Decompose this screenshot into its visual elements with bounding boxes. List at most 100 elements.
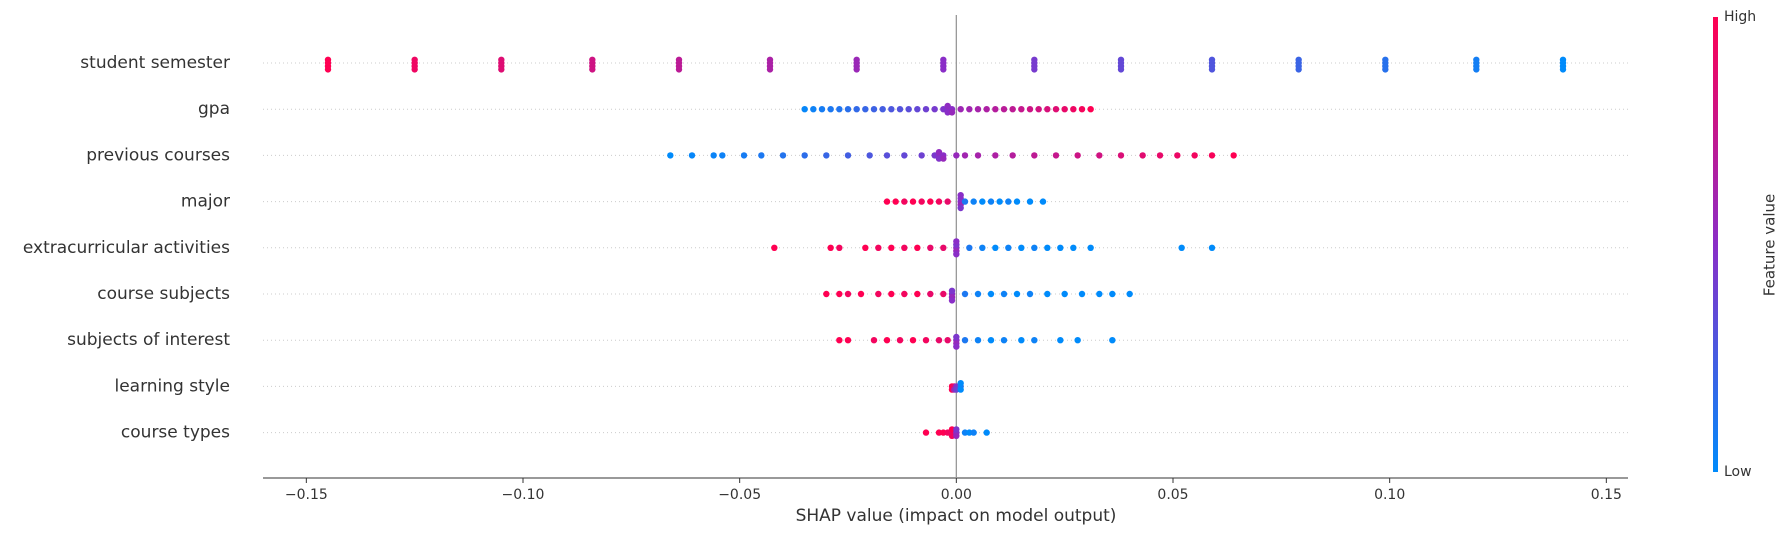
feature-label: previous courses bbox=[86, 145, 230, 165]
shap-point bbox=[935, 337, 943, 344]
feature-label: extracurricular activities bbox=[23, 238, 230, 258]
shap-point bbox=[974, 106, 982, 113]
shap-point bbox=[914, 106, 921, 113]
shap-point bbox=[1031, 152, 1038, 159]
shap-point bbox=[914, 290, 921, 298]
shap-point bbox=[818, 106, 826, 113]
shap-point bbox=[758, 152, 765, 159]
shap-point bbox=[862, 244, 869, 251]
shap-point bbox=[940, 290, 947, 298]
feature-label: course subjects bbox=[97, 284, 230, 304]
shap-point bbox=[940, 56, 947, 63]
shap-point bbox=[1035, 106, 1042, 113]
shap-point bbox=[740, 152, 748, 159]
shap-point bbox=[992, 106, 999, 113]
shap-point bbox=[766, 56, 774, 63]
shap-point bbox=[1117, 66, 1125, 73]
shap-point bbox=[1031, 244, 1038, 251]
shap-point bbox=[961, 198, 969, 205]
shap-point bbox=[801, 152, 808, 159]
shap-point bbox=[1078, 106, 1086, 113]
feature-label: student semester bbox=[80, 53, 230, 73]
shap-point bbox=[1208, 152, 1216, 159]
shap-point bbox=[844, 152, 852, 159]
shap-point bbox=[927, 244, 934, 251]
shap-point bbox=[905, 106, 912, 113]
shap-point bbox=[498, 66, 505, 73]
shap-point bbox=[823, 152, 830, 159]
shap-point bbox=[1208, 56, 1216, 63]
shap-point bbox=[844, 337, 852, 344]
shap-point bbox=[324, 56, 332, 63]
shap-point bbox=[1039, 198, 1047, 205]
shap-point bbox=[987, 198, 995, 205]
shap-point bbox=[957, 204, 964, 212]
x-tick-label: 0.05 bbox=[1157, 487, 1188, 503]
x-axis-label: SHAP value (impact on model output) bbox=[796, 506, 1117, 526]
feature-label: learning style bbox=[114, 376, 230, 396]
shap-point bbox=[836, 244, 843, 251]
shap-point bbox=[766, 66, 774, 73]
shap-point bbox=[1044, 106, 1051, 113]
shap-point bbox=[927, 290, 934, 298]
shap-point bbox=[1031, 66, 1038, 73]
shap-point bbox=[688, 152, 696, 159]
shap-point bbox=[853, 56, 860, 63]
shap-point bbox=[827, 244, 834, 251]
shap-point bbox=[1005, 198, 1012, 205]
shap-point bbox=[940, 66, 947, 73]
shap-point bbox=[909, 337, 917, 344]
shap-point bbox=[901, 152, 908, 159]
shap-point bbox=[966, 244, 973, 251]
shap-point bbox=[1087, 106, 1094, 113]
shap-point bbox=[944, 198, 951, 205]
shap-point bbox=[992, 244, 999, 251]
shap-point bbox=[1230, 152, 1237, 159]
shap-point bbox=[901, 290, 908, 298]
shap-point bbox=[970, 429, 977, 436]
shap-point bbox=[1087, 244, 1094, 251]
shap-point bbox=[1026, 198, 1034, 205]
shap-point bbox=[667, 152, 674, 159]
shap-point bbox=[901, 244, 908, 251]
colorbar bbox=[1713, 17, 1718, 472]
shap-point bbox=[940, 244, 947, 251]
shap-point bbox=[896, 337, 904, 344]
colorbar-low: Low bbox=[1724, 464, 1752, 480]
shap-point bbox=[870, 106, 878, 113]
shap-point bbox=[883, 152, 891, 159]
feature-label: subjects of interest bbox=[67, 330, 230, 350]
shap-point bbox=[1057, 337, 1064, 344]
shap-point bbox=[1044, 290, 1051, 298]
shap-point bbox=[1473, 66, 1480, 73]
shap-point bbox=[1057, 244, 1064, 251]
shap-point bbox=[892, 198, 899, 205]
shap-point bbox=[974, 337, 982, 344]
shap-point bbox=[875, 244, 882, 251]
shap-point bbox=[1000, 290, 1008, 298]
shap-point bbox=[1191, 152, 1198, 159]
shap-point bbox=[979, 198, 986, 205]
shap-point bbox=[948, 297, 956, 304]
shap-point bbox=[1295, 66, 1302, 73]
shap-point bbox=[883, 198, 891, 205]
shap-point bbox=[1009, 152, 1016, 159]
shap-point bbox=[935, 198, 943, 205]
shap-point bbox=[1031, 56, 1038, 63]
shap-point bbox=[888, 290, 895, 298]
shap-point bbox=[957, 380, 964, 387]
shap-point bbox=[801, 106, 808, 113]
shap-point bbox=[914, 244, 921, 251]
shap-point bbox=[961, 152, 969, 159]
shap-point bbox=[823, 290, 830, 298]
shap-point bbox=[853, 106, 860, 113]
shap-point bbox=[948, 287, 956, 294]
shap-point bbox=[953, 432, 960, 439]
shap-point bbox=[710, 152, 717, 159]
shap-point bbox=[1026, 290, 1034, 298]
x-tick-label: 0.10 bbox=[1374, 487, 1405, 503]
shap-point bbox=[810, 106, 817, 113]
shap-point bbox=[1070, 106, 1077, 113]
shap-point bbox=[918, 198, 925, 205]
shap-point bbox=[1109, 337, 1116, 344]
